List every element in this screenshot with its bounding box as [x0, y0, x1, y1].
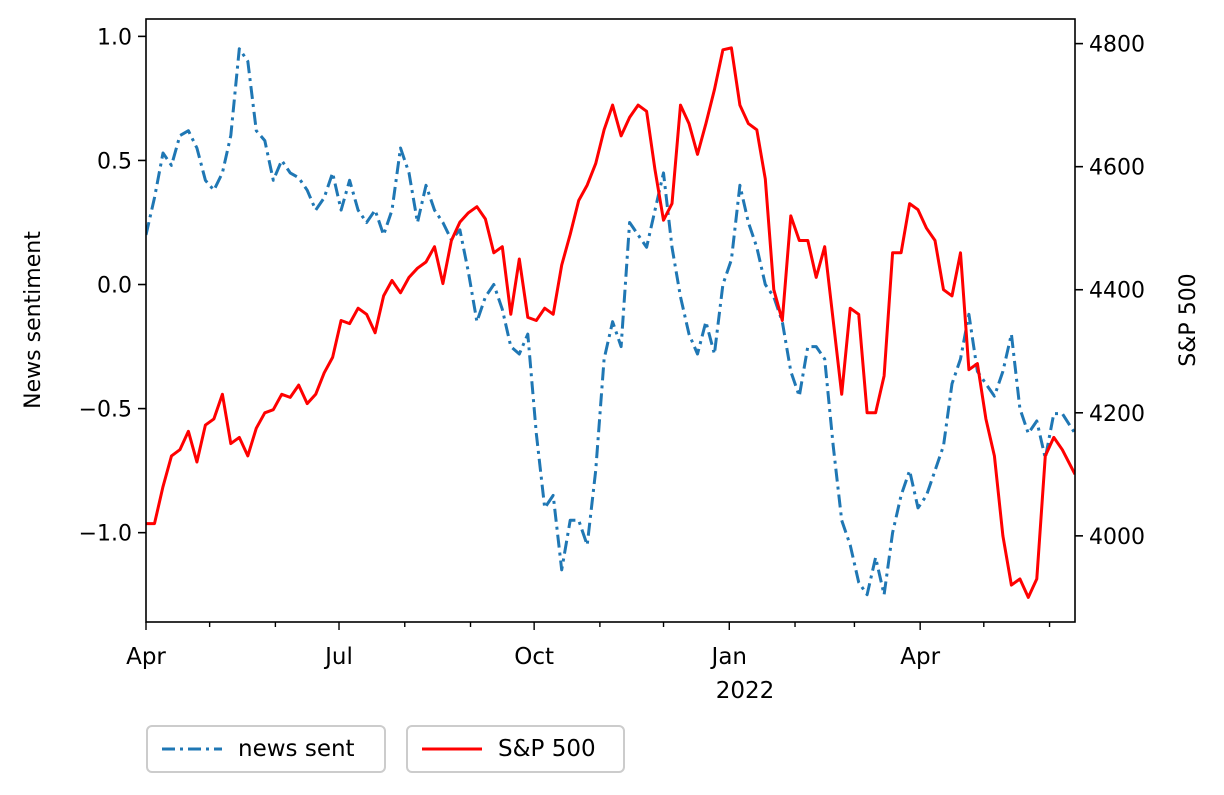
left-tick-label: −0.5 — [79, 398, 132, 423]
x-tick-label: Jul — [323, 644, 353, 670]
solid-line-icon — [422, 747, 482, 751]
right-tick-label: 4800 — [1089, 33, 1145, 58]
left-axis-label: News sentiment — [21, 231, 46, 409]
plot-frame — [145, 18, 1076, 623]
left-tick-label: 0.5 — [97, 149, 132, 174]
x-tick-label: Apr — [900, 644, 940, 670]
right-tick-label: 4200 — [1089, 402, 1145, 427]
dashdot-line-icon — [162, 747, 222, 751]
right-tick-label: 4400 — [1089, 279, 1145, 304]
x-year-label: 2022 — [716, 678, 775, 704]
left-axis: 1.0 0.5 0.0 −0.5 −1.0 — [79, 25, 146, 547]
right-tick-label: 4600 — [1089, 156, 1145, 181]
x-axis: Apr Jul Oct Jan Apr — [126, 622, 1051, 670]
series-layer — [146, 46, 1075, 599]
legend-label-sp500: S&P 500 — [498, 736, 596, 762]
x-tick-label: Oct — [514, 644, 554, 670]
x-tick-label: Apr — [126, 644, 166, 670]
x-tick-label: Jan — [710, 644, 747, 670]
right-axis: 4800 4600 4400 4200 4000 — [1075, 33, 1145, 550]
series-line-news-sent — [146, 47, 1075, 597]
left-tick-label: 0.0 — [97, 274, 132, 299]
legend-news-sent: news sent — [146, 725, 386, 773]
series-line-sp500 — [146, 46, 1075, 599]
left-tick-label: −1.0 — [79, 522, 132, 547]
right-axis-label: S&P 500 — [1176, 273, 1201, 366]
legend-sp500: S&P 500 — [406, 725, 625, 773]
right-tick-label: 4000 — [1089, 525, 1145, 550]
left-tick-label: 1.0 — [97, 25, 132, 50]
legend-label-news-sent: news sent — [238, 736, 355, 762]
